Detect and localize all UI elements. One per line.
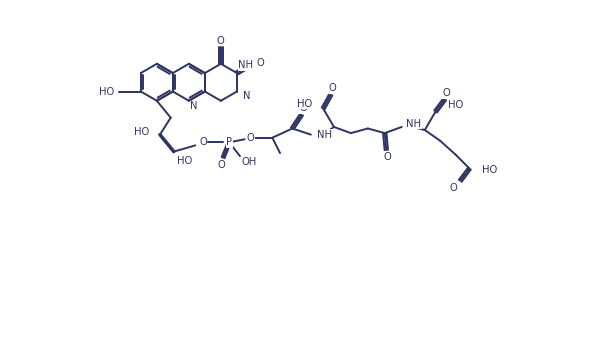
Text: HO: HO xyxy=(177,156,192,166)
Text: NH: NH xyxy=(407,119,421,129)
Text: OH: OH xyxy=(242,157,257,167)
Text: HO: HO xyxy=(134,127,149,137)
Text: N: N xyxy=(243,91,250,101)
Text: HO: HO xyxy=(100,87,114,96)
Text: O: O xyxy=(442,88,450,98)
Text: HO: HO xyxy=(482,165,497,175)
Text: NH: NH xyxy=(317,130,332,140)
Text: O: O xyxy=(384,152,392,162)
Text: O: O xyxy=(217,36,224,46)
Text: HO: HO xyxy=(297,99,312,109)
Text: O: O xyxy=(450,183,457,193)
Text: NH: NH xyxy=(238,60,253,70)
Text: O: O xyxy=(328,83,336,93)
Text: O: O xyxy=(256,58,264,68)
Text: O: O xyxy=(199,137,207,147)
Text: P: P xyxy=(226,137,232,147)
Text: O: O xyxy=(218,160,226,170)
Text: O: O xyxy=(247,133,255,143)
Text: O: O xyxy=(300,103,307,113)
Text: HO: HO xyxy=(448,100,463,111)
Text: N: N xyxy=(191,101,198,111)
